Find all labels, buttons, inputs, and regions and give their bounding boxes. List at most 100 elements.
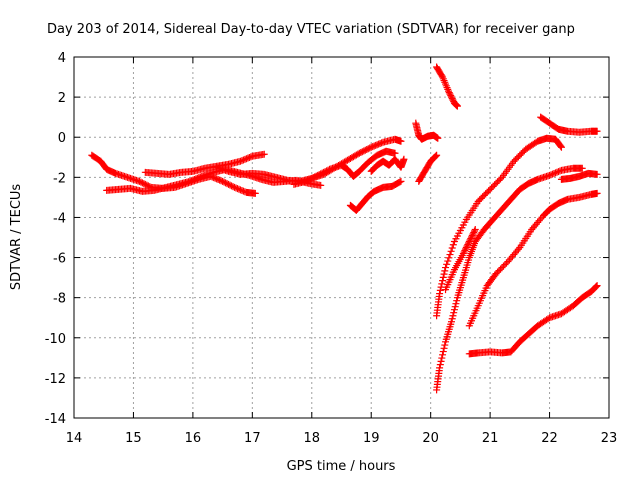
data-point-marker (463, 242, 471, 250)
data-point-marker (471, 227, 479, 235)
data-point-marker (369, 143, 377, 151)
data-point-marker (497, 175, 505, 183)
data-point-marker (453, 297, 461, 305)
data-point-marker (513, 154, 521, 162)
data-point-marker (474, 197, 482, 205)
data-point-marker (192, 175, 200, 183)
data-point-marker (195, 174, 203, 182)
x-tick-label: 22 (541, 431, 558, 446)
x-tick-label: 16 (185, 431, 202, 446)
data-point-marker (323, 167, 331, 175)
data-point-marker (214, 175, 222, 183)
x-tick-labels: 14 15 16 17 18 19 20 21 22 23 (66, 431, 618, 446)
data-point-marker (239, 156, 247, 164)
plot-frame (73, 56, 610, 419)
series-11 (433, 164, 586, 394)
grid-lines (74, 57, 609, 418)
data-point-marker (137, 178, 145, 186)
data-point-marker (466, 236, 474, 244)
data-point-marker (432, 152, 440, 160)
data-point-marker (467, 235, 475, 243)
data-point-marker (499, 262, 507, 270)
data-point-marker (453, 102, 461, 110)
series-10 (433, 63, 461, 110)
data-point-marker (245, 154, 253, 162)
data-point-marker (517, 150, 525, 158)
data-point-marker (216, 176, 224, 184)
x-tick-label: 20 (422, 431, 439, 446)
data-point-marker (314, 171, 322, 179)
data-point-marker (446, 251, 454, 259)
x-tick-label: 21 (482, 431, 499, 446)
data-point-marker (143, 181, 151, 189)
data-point-marker (366, 144, 374, 152)
data-point-marker (320, 168, 328, 176)
data-point-marker (312, 172, 320, 180)
y-tick-label: 4 (58, 51, 66, 66)
data-point-marker (439, 351, 447, 359)
data-point-marker (437, 357, 445, 365)
data-point-marker (544, 315, 552, 323)
data-point-marker (444, 257, 452, 265)
data-point-marker (489, 182, 497, 190)
data-point-marker (239, 187, 247, 195)
data-point-marker (228, 182, 236, 190)
x-axis-label: GPS time / hours (287, 459, 396, 474)
data-point-marker (483, 188, 491, 196)
y-tick-label: -10 (45, 332, 66, 347)
data-point-marker (241, 155, 249, 163)
x-tick-label: 19 (363, 431, 380, 446)
data-point-marker (550, 169, 558, 177)
data-point-marker (471, 225, 479, 233)
y-tick-label: -6 (53, 252, 66, 267)
data-point-marker (318, 169, 326, 177)
data-point-marker (431, 153, 439, 161)
data-point-marker (557, 142, 565, 150)
data-point-marker (223, 180, 231, 188)
data-point-marker (236, 186, 244, 194)
data-point-marker (443, 260, 451, 268)
data-point-marker (452, 300, 460, 308)
data-point-marker (397, 177, 405, 185)
series-13 (442, 225, 479, 294)
data-point-marker (373, 141, 381, 149)
data-series (88, 63, 601, 394)
data-point-marker (232, 184, 240, 192)
data-point-marker (138, 179, 146, 187)
data-point-marker (355, 149, 363, 157)
data-point-marker (186, 177, 194, 185)
data-point-marker (321, 168, 329, 176)
data-point-marker (593, 282, 601, 290)
series-7 (367, 155, 408, 175)
data-point-marker (311, 173, 319, 181)
data-point-marker (438, 280, 446, 288)
data-point-marker (498, 264, 506, 272)
series-5 (290, 147, 399, 188)
data-point-marker (317, 181, 325, 189)
y-tick-label: 0 (58, 131, 66, 146)
data-point-marker (468, 233, 476, 241)
data-point-marker (434, 134, 442, 142)
data-point-marker (492, 179, 500, 187)
series-6 (346, 177, 405, 214)
data-point-marker (141, 180, 149, 188)
data-point-marker (469, 230, 477, 238)
data-point-marker (464, 241, 472, 249)
data-point-marker (222, 179, 230, 187)
data-point-marker (494, 268, 502, 276)
data-point-marker (226, 181, 234, 189)
data-point-marker (449, 241, 457, 249)
data-point-marker (354, 150, 362, 158)
data-point-marker (462, 245, 470, 253)
data-point-marker (447, 318, 455, 326)
data-point-marker (494, 178, 502, 186)
data-point-marker (260, 150, 268, 158)
data-point-marker (391, 149, 399, 157)
data-point-marker (492, 270, 500, 278)
data-point-marker (479, 193, 487, 201)
data-point-marker (217, 177, 225, 185)
data-point-marker (446, 90, 454, 98)
y-tick-label: 2 (58, 91, 66, 106)
y-tick-label: -2 (53, 171, 66, 186)
data-point-marker (400, 155, 408, 163)
